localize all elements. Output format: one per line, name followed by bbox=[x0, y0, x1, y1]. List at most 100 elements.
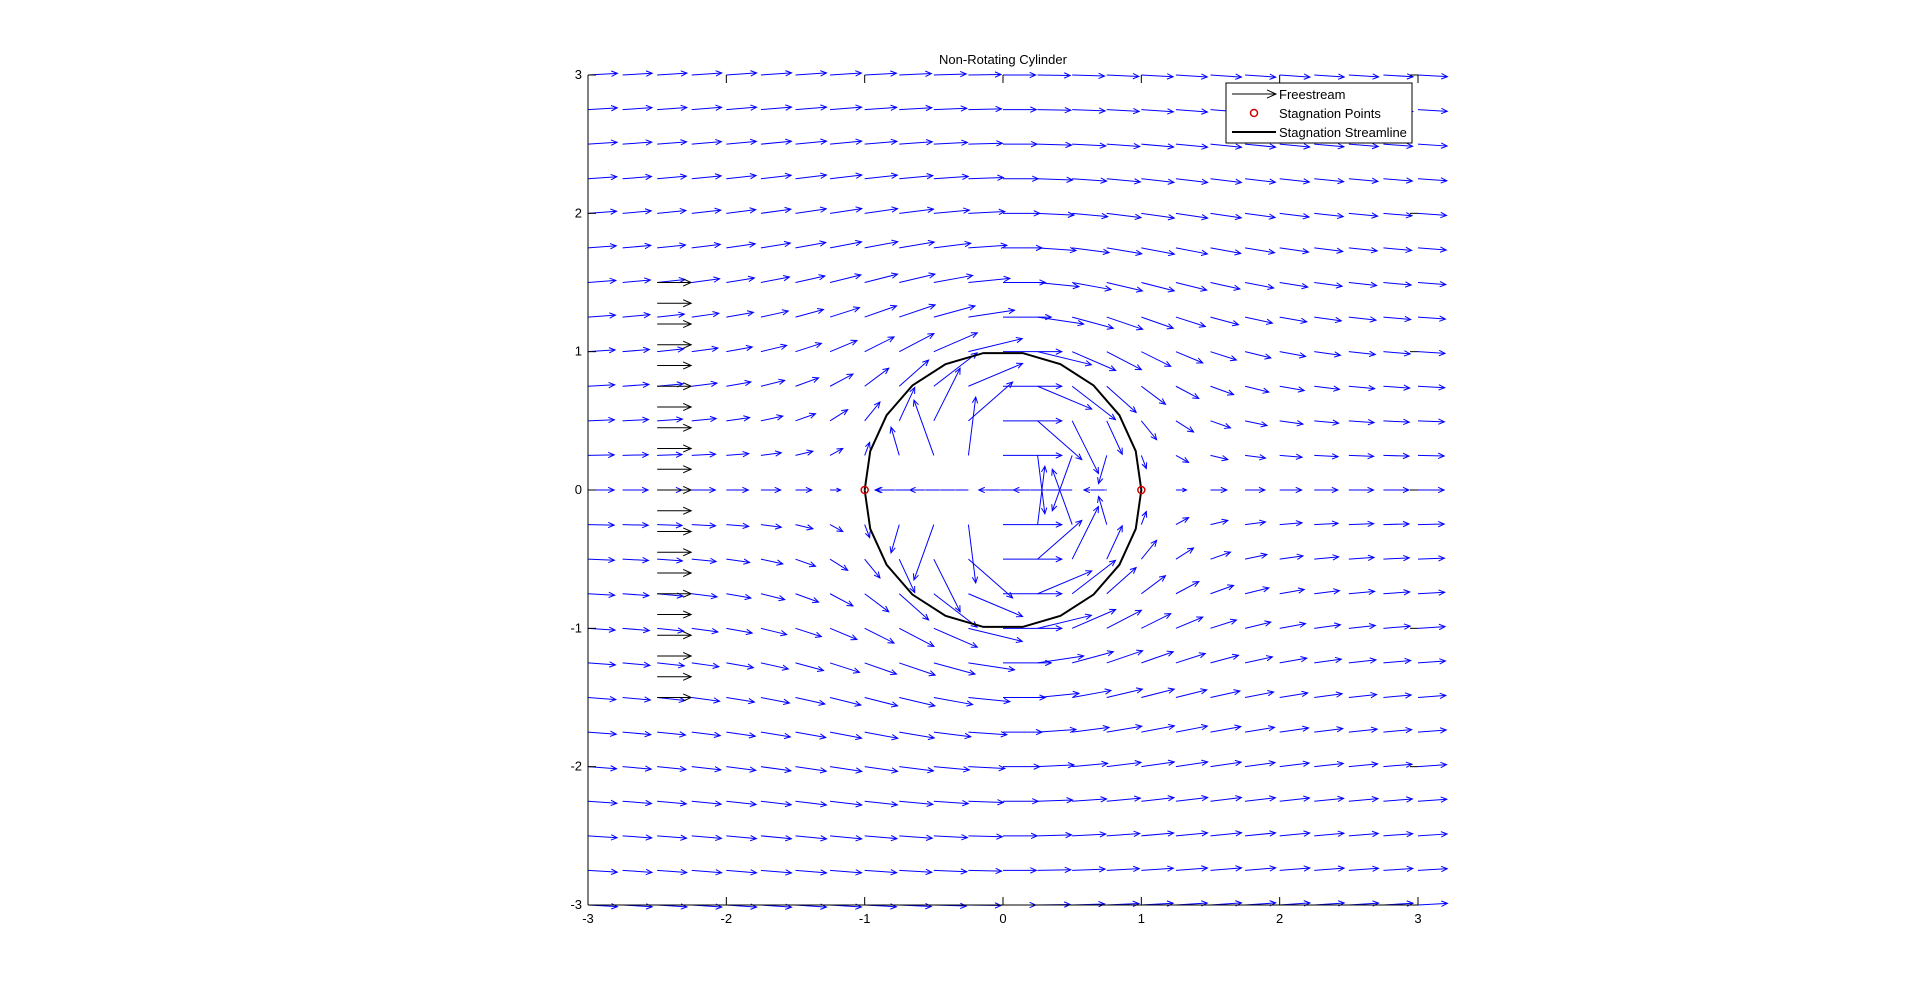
quiver-arrow-head bbox=[1337, 830, 1346, 837]
quiver-arrow-head bbox=[1372, 865, 1380, 872]
quiver-arrow bbox=[1210, 454, 1230, 462]
quiver-arrow bbox=[1348, 554, 1376, 561]
quiver-arrow bbox=[864, 138, 899, 146]
quiver-arrow-head bbox=[1015, 636, 1024, 644]
quiver-arrow-shaft bbox=[899, 766, 934, 772]
quiver-arrow-head bbox=[645, 799, 653, 807]
quiver-arrow-head bbox=[680, 104, 688, 112]
quiver-arrow bbox=[760, 450, 783, 457]
quiver-arrow-head bbox=[855, 767, 863, 774]
quiver-arrow-head bbox=[1300, 317, 1308, 324]
quiver-arrow-head bbox=[1334, 656, 1343, 664]
quiver-arrow-shaft bbox=[657, 697, 685, 702]
quiver-arrow-head bbox=[1331, 486, 1340, 494]
quiver-arrow-head bbox=[743, 415, 751, 422]
quiver-arrow-shaft bbox=[691, 869, 722, 874]
quiver-arrow bbox=[1279, 830, 1311, 837]
quiver-arrow-shaft bbox=[933, 766, 970, 771]
quiver-arrow-shaft bbox=[760, 310, 789, 318]
quiver-arrow-head bbox=[677, 311, 686, 318]
quiver-arrow-shaft bbox=[760, 662, 789, 670]
quiver-arrow-head bbox=[1116, 524, 1123, 533]
quiver-arrow-shaft bbox=[760, 140, 792, 145]
quiver-arrow-head bbox=[1030, 141, 1039, 148]
quiver-arrow-head bbox=[968, 304, 977, 311]
quiver-arrow-head bbox=[912, 398, 919, 407]
quiver-arrow-head bbox=[1440, 142, 1449, 149]
quiver-arrow-head bbox=[959, 70, 968, 78]
quiver-arrow bbox=[1106, 282, 1144, 293]
quiver-arrow-shaft bbox=[1348, 523, 1374, 526]
quiver-arrow-shaft bbox=[1210, 385, 1234, 396]
quiver-arrow-head bbox=[644, 208, 653, 215]
quiver-arrow-head bbox=[925, 868, 933, 876]
quiver-arrow bbox=[1383, 142, 1414, 150]
quiver-arrow-shaft bbox=[760, 800, 792, 806]
freestream-arrow bbox=[657, 672, 693, 681]
quiver-arrow-head bbox=[1135, 249, 1143, 256]
quiver-arrow bbox=[1314, 177, 1345, 185]
quiver-arrow bbox=[1348, 177, 1380, 184]
quiver-arrow-head bbox=[1402, 418, 1411, 426]
quiver-arrow bbox=[760, 593, 786, 602]
quiver-arrow bbox=[1141, 282, 1176, 293]
quiver-arrow-head bbox=[1055, 452, 1064, 459]
quiver-arrow-head bbox=[679, 207, 688, 215]
quiver-arrow bbox=[622, 173, 653, 181]
quiver-arrow-head bbox=[1235, 178, 1243, 185]
quiver-arrow bbox=[1175, 652, 1207, 664]
quiver-arrow bbox=[1348, 486, 1375, 494]
quiver-arrow-shaft bbox=[587, 524, 615, 526]
quiver-arrow bbox=[622, 312, 652, 319]
quiver-arrow-shaft bbox=[587, 835, 618, 839]
quiver-arrow-head bbox=[1075, 519, 1083, 527]
quiver-arrow-head bbox=[1198, 652, 1207, 659]
quiver-arrow-shaft bbox=[829, 731, 862, 739]
quiver-arrow-shaft bbox=[1141, 247, 1175, 255]
quiver-arrow-shaft bbox=[657, 106, 687, 111]
quiver-arrow-head bbox=[641, 451, 650, 459]
quiver-arrow bbox=[1245, 247, 1276, 255]
quiver-arrow-head bbox=[715, 869, 723, 876]
quiver-arrow-shaft bbox=[726, 627, 753, 634]
quiver-arrow-shaft bbox=[1175, 212, 1208, 219]
quiver-arrow bbox=[899, 766, 935, 774]
quiver-arrow-head bbox=[1201, 214, 1209, 221]
quiver-arrow bbox=[1175, 143, 1209, 150]
quiver-arrow-head bbox=[1067, 762, 1076, 769]
quiver-arrow-shaft bbox=[760, 379, 785, 387]
quiver-arrow-head bbox=[749, 834, 758, 842]
quiver-arrow bbox=[795, 307, 825, 318]
quiver-arrow-head bbox=[820, 70, 828, 77]
quiver-arrow bbox=[1003, 348, 1064, 355]
quiver-arrow-shaft bbox=[1037, 74, 1071, 77]
quiver-arrow-shaft bbox=[1417, 109, 1448, 112]
quiver-arrow bbox=[1417, 281, 1448, 288]
quiver-arrow-head bbox=[1133, 142, 1141, 150]
quiver-arrow-head bbox=[1368, 384, 1376, 392]
quiver-arrow-head bbox=[1167, 795, 1176, 802]
quiver-arrow bbox=[1175, 795, 1209, 802]
quiver-arrow-shaft bbox=[622, 383, 649, 387]
quiver-arrow bbox=[1037, 653, 1085, 664]
quiver-arrow-shaft bbox=[899, 241, 935, 249]
quiver-arrow bbox=[1082, 486, 1107, 494]
quiver-arrow bbox=[587, 381, 616, 389]
quiver-arrow bbox=[1051, 455, 1073, 512]
quiver-arrow-shaft bbox=[795, 627, 822, 638]
quiver-arrow bbox=[1417, 73, 1449, 80]
quiver-arrow-shaft bbox=[726, 697, 755, 703]
quiver-arrow-head bbox=[1440, 177, 1449, 184]
quiver-arrow-shaft bbox=[1210, 867, 1242, 871]
quiver-arrow-head bbox=[611, 70, 619, 77]
quiver-arrow-head bbox=[971, 576, 979, 585]
freestream-arrow bbox=[657, 485, 693, 495]
quiver-arrow-head bbox=[710, 593, 719, 600]
quiver-arrow bbox=[795, 486, 814, 494]
quiver-arrow bbox=[1245, 212, 1277, 220]
quiver-arrow bbox=[899, 104, 933, 112]
quiver-arrow-shaft bbox=[760, 452, 782, 456]
quiver-arrow-head bbox=[1235, 865, 1243, 872]
quiver-arrow-head bbox=[1167, 759, 1176, 766]
quiver-arrow bbox=[657, 451, 684, 458]
